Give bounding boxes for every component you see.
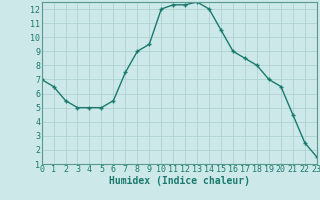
- X-axis label: Humidex (Indice chaleur): Humidex (Indice chaleur): [109, 176, 250, 186]
